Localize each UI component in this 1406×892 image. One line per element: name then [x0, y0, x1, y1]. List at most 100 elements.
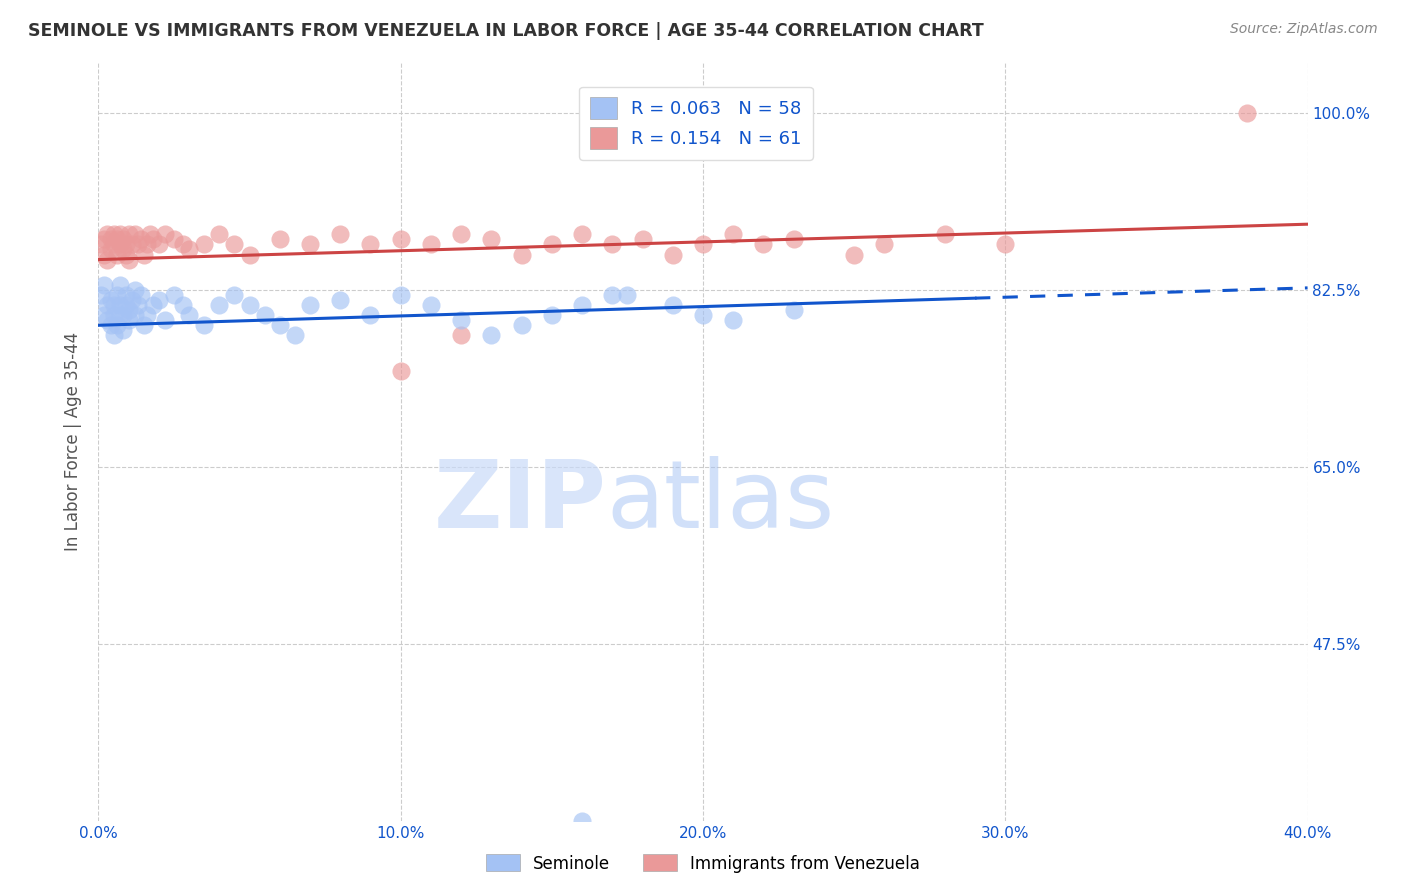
- Point: [873, 237, 896, 252]
- Point: [103, 328, 125, 343]
- Point: [100, 318, 122, 333]
- Point: [90, 288, 112, 302]
- Point: [105, 232, 128, 246]
- Point: [114, 298, 136, 312]
- Point: [105, 288, 128, 302]
- Point: [934, 227, 956, 242]
- Point: [284, 328, 307, 343]
- Point: [692, 308, 714, 322]
- Point: [163, 288, 186, 302]
- Point: [450, 328, 472, 343]
- Point: [193, 318, 215, 333]
- Point: [124, 283, 146, 297]
- Point: [121, 293, 143, 307]
- Point: [135, 308, 157, 322]
- Point: [661, 298, 683, 312]
- Point: [96, 298, 118, 312]
- Point: [90, 237, 112, 252]
- Point: [93, 308, 115, 322]
- Point: [224, 237, 246, 252]
- Point: [208, 227, 231, 242]
- Point: [105, 318, 128, 333]
- Point: [148, 237, 170, 252]
- Point: [127, 237, 149, 252]
- Point: [692, 237, 714, 252]
- Point: [108, 308, 131, 322]
- Point: [103, 308, 125, 322]
- Point: [163, 232, 186, 246]
- Point: [329, 227, 352, 242]
- Point: [1236, 106, 1258, 120]
- Point: [132, 318, 155, 333]
- Point: [783, 232, 806, 246]
- Point: [299, 237, 322, 252]
- Point: [100, 232, 122, 246]
- Point: [108, 227, 131, 242]
- Point: [420, 237, 443, 252]
- Point: [153, 227, 176, 242]
- Point: [208, 298, 231, 312]
- Point: [510, 318, 533, 333]
- Point: [93, 247, 115, 261]
- Point: [179, 308, 201, 322]
- Point: [132, 247, 155, 261]
- Point: [661, 247, 683, 261]
- Point: [118, 252, 141, 267]
- Point: [450, 313, 472, 327]
- Point: [114, 247, 136, 261]
- Point: [105, 247, 128, 261]
- Point: [571, 227, 593, 242]
- Point: [135, 237, 157, 252]
- Point: [783, 303, 806, 318]
- Point: [103, 237, 125, 252]
- Point: [239, 247, 262, 261]
- Point: [96, 227, 118, 242]
- Point: [571, 298, 593, 312]
- Text: SEMINOLE VS IMMIGRANTS FROM VENEZUELA IN LABOR FORCE | AGE 35-44 CORRELATION CHA: SEMINOLE VS IMMIGRANTS FROM VENEZUELA IN…: [28, 22, 984, 40]
- Point: [103, 298, 125, 312]
- Point: [224, 288, 246, 302]
- Point: [142, 298, 165, 312]
- Point: [148, 293, 170, 307]
- Point: [124, 308, 146, 322]
- Point: [450, 227, 472, 242]
- Point: [723, 313, 745, 327]
- Point: [616, 288, 638, 302]
- Point: [481, 328, 503, 343]
- Point: [253, 308, 276, 322]
- Point: [127, 298, 149, 312]
- Point: [108, 277, 131, 292]
- Text: ZIP: ZIP: [433, 456, 606, 549]
- Point: [360, 308, 382, 322]
- Point: [389, 232, 412, 246]
- Point: [752, 237, 775, 252]
- Point: [602, 237, 624, 252]
- Point: [360, 237, 382, 252]
- Point: [389, 364, 412, 378]
- Point: [239, 298, 262, 312]
- Point: [153, 313, 176, 327]
- Point: [93, 232, 115, 246]
- Point: [193, 237, 215, 252]
- Point: [96, 313, 118, 327]
- Point: [129, 288, 152, 302]
- Point: [571, 814, 593, 828]
- Point: [540, 308, 562, 322]
- Point: [139, 227, 162, 242]
- Point: [118, 227, 141, 242]
- Point: [118, 303, 141, 318]
- Point: [179, 243, 201, 257]
- Text: atlas: atlas: [606, 456, 835, 549]
- Point: [420, 298, 443, 312]
- Point: [124, 227, 146, 242]
- Point: [111, 232, 134, 246]
- Point: [540, 237, 562, 252]
- Point: [299, 298, 322, 312]
- Point: [96, 252, 118, 267]
- Point: [389, 288, 412, 302]
- Text: Source: ZipAtlas.com: Source: ZipAtlas.com: [1230, 22, 1378, 37]
- Point: [269, 318, 291, 333]
- Point: [111, 243, 134, 257]
- Legend: Seminole, Immigrants from Venezuela: Seminole, Immigrants from Venezuela: [479, 847, 927, 880]
- Point: [108, 237, 131, 252]
